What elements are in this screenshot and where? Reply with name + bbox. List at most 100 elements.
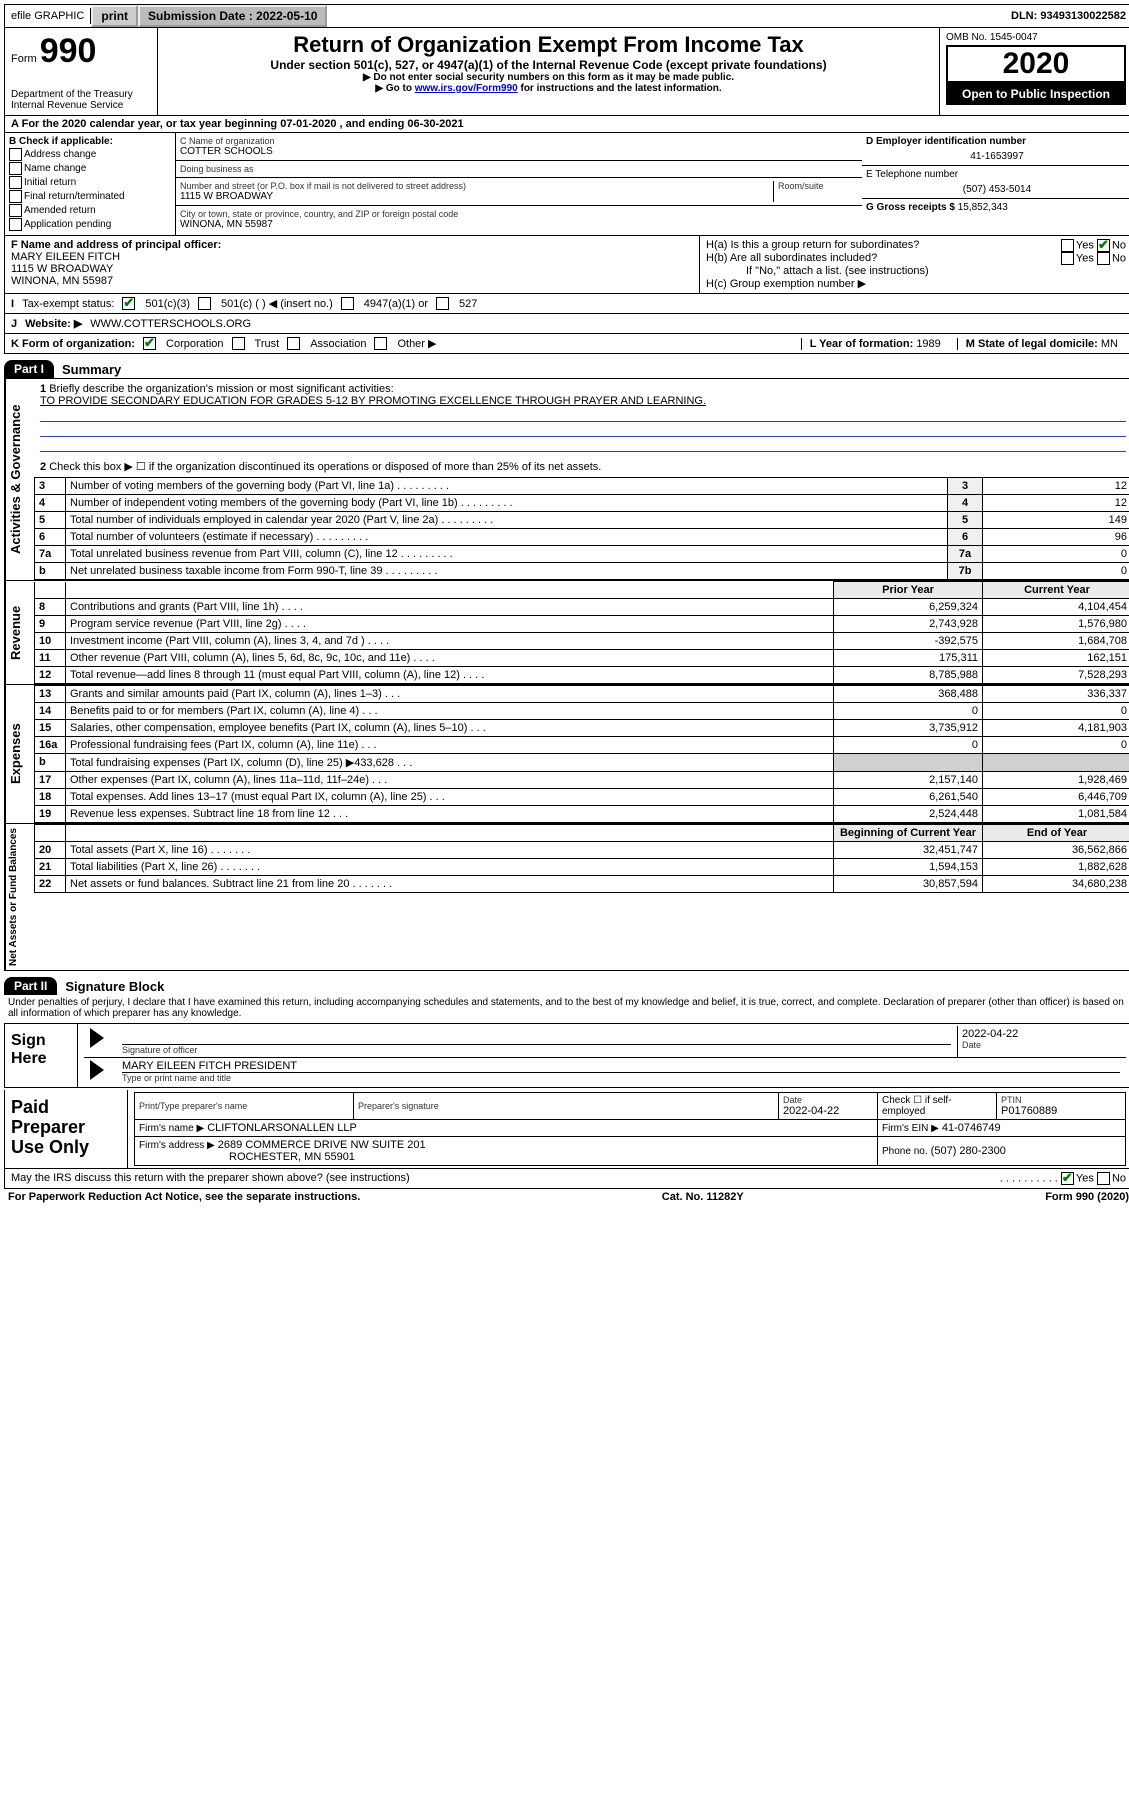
opt-final: Final return/terminated <box>24 191 125 202</box>
line-num: 18 <box>35 789 66 806</box>
sub3-pre: Go to <box>386 83 415 94</box>
i-o1: 501(c)(3) <box>145 298 190 310</box>
hc-text: H(c) Group exemption number ▶ <box>706 277 1126 290</box>
line-box: 3 <box>948 478 983 495</box>
print-button[interactable]: print <box>91 5 138 27</box>
discuss-yes[interactable] <box>1061 1172 1074 1185</box>
i-501c3[interactable] <box>122 297 135 310</box>
vlabel-net: Net Assets or Fund Balances <box>5 824 34 970</box>
line-num: 3 <box>35 478 66 495</box>
chk-address[interactable] <box>9 148 22 161</box>
box-c: C Name of organization COTTER SCHOOLS Do… <box>176 133 862 235</box>
end-val: 36,562,866 <box>983 842 1129 859</box>
opt-pending: Application pending <box>24 219 111 230</box>
officer-name: MARY EILEEN FITCH PRESIDENT <box>122 1060 1120 1073</box>
c-name: COTTER SCHOOLS <box>180 146 858 157</box>
sign-here-label: Sign Here <box>5 1024 77 1087</box>
p1-expenses: Expenses 13 Grants and similar amounts p… <box>4 685 1129 824</box>
line-text: Salaries, other compensation, employee b… <box>66 720 834 737</box>
line-num: b <box>35 754 66 772</box>
p1-netassets: Net Assets or Fund Balances Beginning of… <box>4 824 1129 971</box>
line-val: 0 <box>983 546 1129 563</box>
p1-revenue: Revenue Prior Year Current Year8 Contrib… <box>4 581 1129 685</box>
period-text: For the 2020 calendar year, or tax year … <box>22 118 464 130</box>
sig-lbl: Signature of officer <box>122 1045 951 1055</box>
opt-initial: Initial return <box>24 177 76 188</box>
part2-title: Signature Block <box>65 979 164 994</box>
prior-val <box>834 754 983 772</box>
i-4947[interactable] <box>341 297 354 310</box>
irs-link[interactable]: www.irs.gov/Form990 <box>415 83 518 94</box>
box-deg: D Employer identification number 41-1653… <box>862 133 1129 235</box>
prior-val: 2,157,140 <box>834 772 983 789</box>
line-num: b <box>35 563 66 580</box>
i-lbl: Tax-exempt status: <box>22 298 114 310</box>
tbl-exp: 13 Grants and similar amounts paid (Part… <box>34 685 1129 823</box>
ha-no[interactable] <box>1097 239 1110 252</box>
box-klm: K Form of organization: Corporation Trus… <box>4 334 1129 354</box>
f-l3: WINONA, MN 55987 <box>11 275 113 287</box>
e-val: (507) 453-5014 <box>866 184 1128 195</box>
line-num: 8 <box>35 599 66 616</box>
chk-amended[interactable] <box>9 204 22 217</box>
c-addr: 1115 W BROADWAY <box>180 191 773 202</box>
hb-yes[interactable] <box>1061 252 1074 265</box>
line-text: Benefits paid to or for members (Part IX… <box>66 703 834 720</box>
chk-name[interactable] <box>9 162 22 175</box>
line-num: 20 <box>35 842 66 859</box>
j-val: WWW.COTTERSCHOOLS.ORG <box>90 318 251 330</box>
k-o4: Other ▶ <box>397 337 436 350</box>
line-text: Total expenses. Add lines 13–17 (must eq… <box>66 789 834 806</box>
hb-no[interactable] <box>1097 252 1110 265</box>
vlabel-exp: Expenses <box>5 685 34 823</box>
k-other[interactable] <box>374 337 387 350</box>
firm-addr1: 2689 COMMERCE DRIVE NW SUITE 201 <box>218 1139 426 1151</box>
dept-treasury: Department of the Treasury <box>11 89 151 100</box>
m-lbl: M State of legal domicile: <box>966 338 1098 350</box>
g-lbl: G Gross receipts $ <box>866 202 955 213</box>
prior-val: 6,259,324 <box>834 599 983 616</box>
c-city-lbl: City or town, state or province, country… <box>180 209 858 219</box>
efile-label: efile GRAPHIC <box>5 8 91 24</box>
line-num: 16a <box>35 737 66 754</box>
curr-val: 4,181,903 <box>983 720 1129 737</box>
chk-initial[interactable] <box>9 176 22 189</box>
part1-header: Part I Summary <box>4 360 1129 378</box>
line-text: Net unrelated business taxable income fr… <box>66 563 948 580</box>
prior-val: 8,785,988 <box>834 667 983 684</box>
c-room-lbl: Room/suite <box>778 181 858 191</box>
opt-amended: Amended return <box>24 205 96 216</box>
pp-ptin: P01760889 <box>1001 1105 1121 1117</box>
subtitle-3: ▶ Go to www.irs.gov/Form990 for instruct… <box>164 83 933 94</box>
line-num: 17 <box>35 772 66 789</box>
k-corp[interactable] <box>143 337 156 350</box>
prior-val: 0 <box>834 737 983 754</box>
i-527[interactable] <box>436 297 449 310</box>
curr-val: 1,081,584 <box>983 806 1129 823</box>
c-addr-lbl: Number and street (or P.O. box if mail i… <box>180 181 773 191</box>
vlabel-gov: Activities & Governance <box>5 379 34 580</box>
paid-prep-label: Paid Preparer Use Only <box>5 1090 127 1168</box>
prior-val: 368,488 <box>834 686 983 703</box>
line-val: 0 <box>983 563 1129 580</box>
k-trust[interactable] <box>232 337 245 350</box>
firm-ein-lbl: Firm's EIN ▶ <box>882 1123 939 1134</box>
i-501c[interactable] <box>198 297 211 310</box>
k-o2: Trust <box>255 338 280 350</box>
officer-name-lbl: Type or print name and title <box>122 1073 1120 1083</box>
ha-yes[interactable] <box>1061 239 1074 252</box>
e-lbl: E Telephone number <box>866 169 1128 180</box>
line-num: 21 <box>35 859 66 876</box>
chk-final[interactable] <box>9 190 22 203</box>
f-lbl: F Name and address of principal officer: <box>11 239 221 251</box>
chk-pending[interactable] <box>9 218 22 231</box>
no-lbl: No <box>1112 1172 1126 1184</box>
subtitle-2: Do not enter social security numbers on … <box>164 72 933 83</box>
c-city: WINONA, MN 55987 <box>180 219 858 230</box>
line-num: 10 <box>35 633 66 650</box>
firm-phone-lbl: Phone no. <box>882 1146 928 1157</box>
discuss-no[interactable] <box>1097 1172 1110 1185</box>
k-assoc[interactable] <box>287 337 300 350</box>
sub3-post: for instructions and the latest informat… <box>518 83 722 94</box>
prior-val: 2,743,928 <box>834 616 983 633</box>
